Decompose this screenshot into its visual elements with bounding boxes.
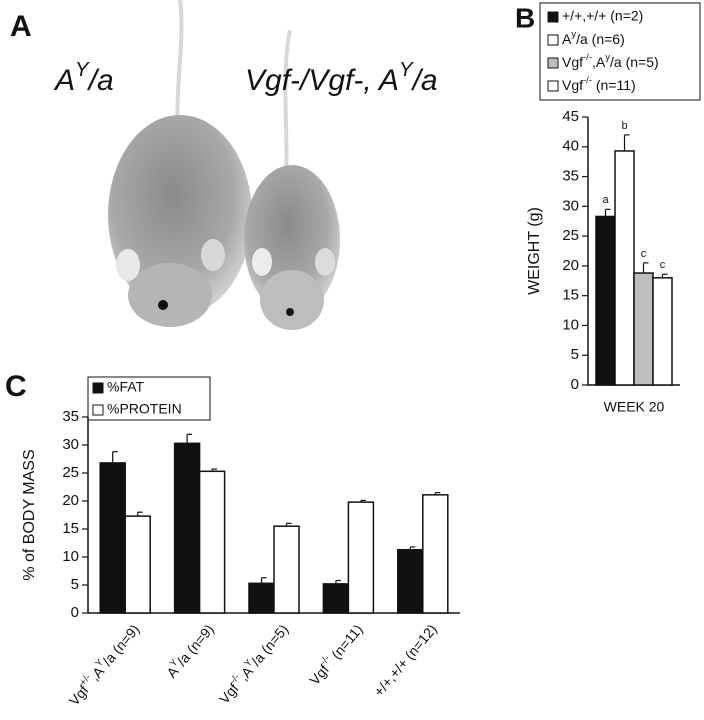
superscript: -/- [583, 75, 592, 86]
y-tick-label: 15 [562, 287, 579, 304]
mouse-photo [108, 0, 340, 330]
annotation: c [641, 248, 647, 260]
bar [198, 470, 226, 614]
bar [347, 501, 375, 614]
text-run: /a (n=5) [610, 54, 659, 70]
bar [652, 277, 673, 386]
text-run: ,A [592, 54, 606, 70]
superscript: -/- [583, 52, 592, 63]
x-tick-label: +/+,+/+ (n=12) [370, 621, 440, 700]
y-tick-label: 10 [562, 316, 579, 333]
y-tick-label: 5 [571, 346, 579, 363]
y-tick-label: 15 [62, 520, 79, 537]
legend-label: +/+,+/+ (n=2) [562, 8, 643, 24]
y-axis-label: WEIGHT (g) [526, 207, 543, 295]
y-axis-label: % of BODY MASS [21, 449, 38, 580]
y-tick-label: 30 [62, 436, 79, 453]
legend-swatch [547, 80, 559, 92]
superscript: Y [75, 59, 90, 81]
y-tick-label: 10 [62, 548, 79, 565]
y-tick-label: 20 [562, 257, 579, 274]
text-run: /a (n=6) [576, 31, 625, 47]
annotation: c [660, 259, 666, 271]
text-run: /a [87, 64, 114, 97]
annotation: b [621, 120, 627, 132]
legend-label: %FAT [107, 379, 145, 395]
text-run: (n=11) [592, 77, 636, 93]
legend-box [539, 2, 701, 101]
bar [248, 582, 275, 614]
legend-swatch [547, 11, 559, 23]
annotation: a [602, 194, 609, 206]
legend-swatch [547, 57, 559, 69]
text-run: Vgf-/Vgf-, A [245, 64, 399, 97]
legend-box [87, 376, 211, 421]
text-run: A [53, 64, 75, 97]
text-run: A [562, 31, 572, 47]
bar [173, 442, 201, 614]
legend-swatch [547, 34, 559, 46]
superscript: y [571, 29, 576, 40]
y-tick-label: 40 [562, 138, 579, 155]
legend-label: Vgf-/-,Ay/a (n=5) [562, 52, 659, 70]
x-tick-label: AY/a (n=9) [162, 620, 217, 681]
x-tick-label: Vgf-/-,AY/a (n=5) [214, 620, 291, 707]
bar [614, 150, 635, 386]
bar [422, 494, 449, 614]
text-run: /a (n=5) [248, 621, 292, 669]
panel-label: C [5, 370, 27, 403]
bar [99, 462, 126, 614]
legend-label: Ay/a (n=6) [562, 29, 625, 47]
y-tick-label: 25 [62, 464, 79, 481]
y-tick-label: 45 [562, 108, 579, 125]
bar [124, 515, 151, 614]
legend-swatch [92, 382, 104, 394]
y-tick-label: 30 [562, 197, 579, 214]
photo-label: AY/a [53, 59, 114, 97]
y-tick-label: 35 [562, 168, 579, 185]
text-run: (n=11) [325, 621, 365, 665]
superscript: y [605, 52, 610, 63]
panel-label: A [10, 10, 32, 43]
x-tick-label: Vgf+/-,AY/a (n=9) [64, 620, 142, 708]
bar [633, 272, 654, 386]
y-tick-label: 20 [62, 492, 79, 509]
y-tick-label: 0 [71, 604, 79, 621]
x-tick-label: WEEK 20 [604, 399, 665, 415]
bar [397, 548, 424, 614]
superscript: Y [399, 59, 414, 81]
legend-label: %PROTEIN [107, 401, 182, 417]
bar [595, 215, 616, 386]
text-run: /a (n=9) [173, 621, 217, 669]
panel-label: B [515, 2, 535, 33]
text-run: Vgf [562, 54, 583, 70]
legend-swatch [92, 404, 104, 416]
y-tick-label: 5 [71, 576, 79, 593]
y-tick-label: 0 [571, 376, 579, 393]
legend-label: Vgf-/- (n=11) [562, 75, 636, 93]
text-run: /a [411, 64, 438, 97]
photo-label: Vgf-/Vgf-, AY/a [245, 59, 438, 97]
y-tick-label: 25 [562, 227, 579, 244]
bar [273, 525, 300, 614]
text-run: Vgf [562, 77, 583, 93]
x-tick-label: Vgf-/- (n=11) [305, 620, 366, 688]
y-tick-label: 35 [62, 408, 79, 425]
text-run: /a (n=9) [99, 621, 143, 669]
bar [322, 583, 350, 614]
